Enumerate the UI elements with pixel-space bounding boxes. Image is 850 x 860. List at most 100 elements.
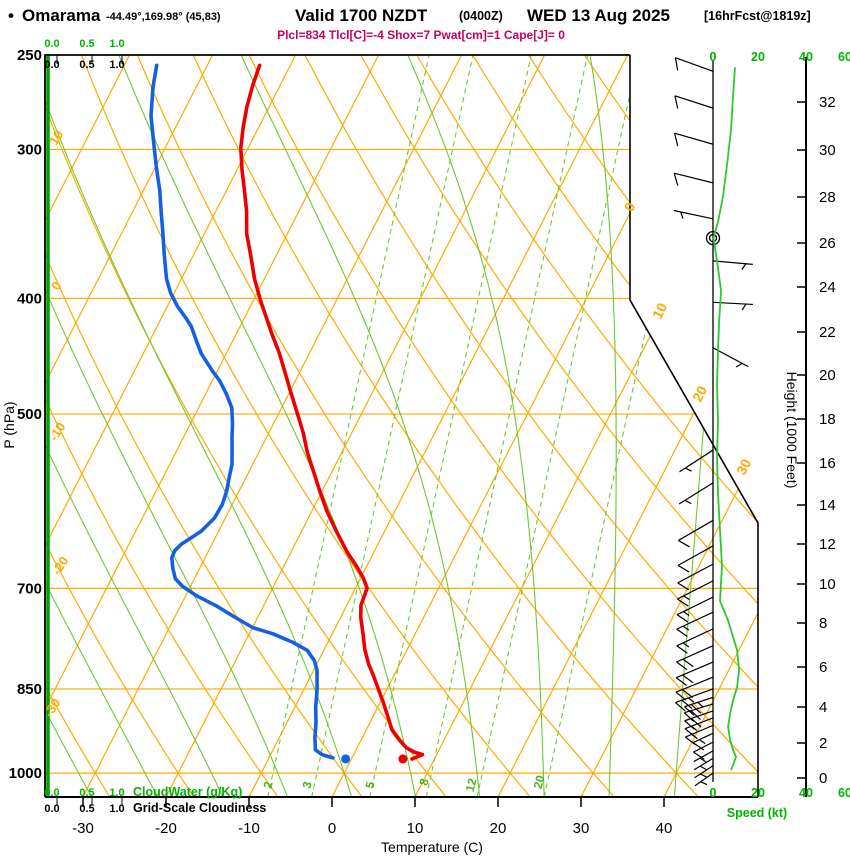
wind-barb-757 bbox=[676, 628, 714, 654]
moist-adiabat-8 bbox=[118, 55, 416, 797]
frame-top-left bbox=[44, 54, 630, 797]
pressure-axis-label: P (hPa) bbox=[1, 401, 17, 448]
pressure-tick-label-400: 400 bbox=[17, 290, 42, 307]
cloudiness-scale-top-0.0: 0.0 bbox=[44, 59, 59, 71]
wind-barb-807 bbox=[675, 661, 714, 686]
height-tick-label-28: 28 bbox=[819, 189, 836, 206]
wind-barb-half-feather bbox=[699, 757, 707, 763]
wind-barb-shaft bbox=[678, 519, 714, 541]
plot-frame bbox=[44, 54, 759, 798]
mixing-ratio-line-3 bbox=[311, 55, 474, 797]
wind-barb-feather bbox=[678, 539, 690, 548]
wind-barb-half-feather bbox=[683, 595, 690, 601]
dewpoint-curve bbox=[149, 63, 335, 760]
moist-adiabat-24 bbox=[407, 55, 545, 796]
wind-barb-shaft bbox=[684, 703, 714, 714]
wind-barb-shaft bbox=[675, 661, 714, 679]
dry-adiabat-60 bbox=[304, 55, 758, 797]
isotherm--60 bbox=[45, 55, 214, 797]
height-tick-label-10: 10 bbox=[819, 576, 836, 593]
wind-barb-614 bbox=[678, 519, 714, 548]
wind-barb-shaft bbox=[674, 132, 714, 145]
temp-tick-label-20: 20 bbox=[490, 820, 507, 837]
mixing-ratio-label-2: 2 bbox=[261, 780, 276, 790]
wind-barb-690 bbox=[677, 580, 714, 607]
wind-column bbox=[673, 57, 753, 787]
moist-adiabat--24 bbox=[45, 55, 158, 797]
wind-barb-feather bbox=[677, 582, 690, 591]
pressure-tick-label-250: 250 bbox=[17, 47, 42, 64]
adiabat-label-10: 10 bbox=[46, 128, 66, 148]
moist-adiabat--32 bbox=[45, 55, 92, 797]
wind-barb-733 bbox=[676, 611, 714, 638]
pressure-tick-label-850: 850 bbox=[17, 681, 42, 698]
speed-scale-top-40: 40 bbox=[799, 50, 813, 64]
frame-cut-boundary bbox=[629, 55, 759, 797]
wind-barb-shaft bbox=[675, 57, 714, 72]
temp-tick-label-40: 40 bbox=[656, 820, 673, 837]
wind-barb-feather bbox=[681, 699, 693, 710]
wind-barb-shaft bbox=[693, 750, 714, 763]
wind-barb-343 bbox=[673, 209, 714, 220]
mixing-ratio-line-8 bbox=[425, 55, 589, 797]
wind-barb-shaft bbox=[677, 580, 714, 600]
dry-adiabat-90 bbox=[472, 55, 758, 797]
isotherm--30 bbox=[82, 55, 463, 797]
height-tick-label-32: 32 bbox=[819, 94, 836, 111]
isotherm-0 bbox=[331, 55, 712, 797]
isotherm-20 bbox=[497, 55, 758, 797]
wind-barb-half-feather bbox=[680, 211, 684, 219]
station-bullet: • bbox=[8, 6, 14, 25]
mixing-ratio-label-3: 3 bbox=[300, 780, 315, 790]
calm-wind-circle bbox=[705, 230, 721, 246]
temperature-curve bbox=[239, 63, 425, 761]
mixing-ratio-label-8: 8 bbox=[417, 777, 432, 787]
wind-barb-277 bbox=[674, 95, 714, 109]
cloudiness-scale-bottom-0.5: 0.5 bbox=[79, 803, 94, 815]
wind-barb-shaft bbox=[684, 717, 714, 730]
wind-barb-shaft bbox=[693, 741, 714, 753]
wind-barb-372 bbox=[712, 260, 753, 270]
wind-barb-half-feather bbox=[699, 765, 707, 771]
wind-barb-782 bbox=[676, 645, 714, 671]
wind-barb-shaft bbox=[678, 482, 714, 505]
temp-tick-label-0: 0 bbox=[328, 820, 336, 837]
wind-barb-645 bbox=[677, 545, 714, 573]
dry-adiabat-70 bbox=[360, 55, 758, 797]
wind-barb-feather bbox=[676, 645, 688, 654]
wind-barb-320 bbox=[673, 172, 714, 186]
wind-barb-half-feather bbox=[697, 701, 704, 708]
height-tick-label-24: 24 bbox=[819, 279, 836, 296]
wind-barb-half-feather bbox=[685, 467, 692, 472]
height-tick-label-14: 14 bbox=[819, 497, 836, 514]
wind-barb-shaft bbox=[676, 596, 714, 616]
height-tick-label-6: 6 bbox=[819, 659, 827, 676]
isotherm--70 bbox=[45, 55, 131, 797]
wind-barb-feather bbox=[674, 57, 679, 71]
cloudwater-axis-label: CloudWater (g/Kg) bbox=[133, 785, 242, 799]
dry-adiabat-10 bbox=[45, 55, 446, 797]
speed-axis-label: Speed (kt) bbox=[727, 806, 787, 820]
height-tick-label-26: 26 bbox=[819, 235, 836, 252]
height-tick-label-22: 22 bbox=[819, 324, 836, 341]
mixing-ratio-label-20: 20 bbox=[531, 773, 548, 790]
surface-temperature-dot bbox=[398, 754, 408, 764]
height-tick-label-20: 20 bbox=[819, 367, 836, 384]
wind-barb-half-feather bbox=[688, 697, 695, 703]
surface-dewpoint-dot bbox=[341, 754, 351, 764]
wind-barb-feather bbox=[676, 614, 689, 623]
valid-zulu: (0400Z) bbox=[459, 9, 503, 23]
cloudiness-axis-label: Grid-Scale Cloudiness bbox=[133, 801, 266, 815]
wind-barb-feather bbox=[673, 133, 679, 146]
wind-barb-942 bbox=[693, 741, 714, 760]
wind-barb-shaft bbox=[692, 732, 714, 744]
wind-barb-shaft bbox=[712, 301, 753, 306]
dry-adiabat--10 bbox=[45, 55, 278, 797]
wind-barb-668 bbox=[677, 563, 714, 591]
wind-barb-403 bbox=[712, 301, 753, 311]
wind-barb-shaft bbox=[712, 260, 753, 265]
wind-barb-926 bbox=[692, 732, 714, 751]
wind-barb-feather bbox=[677, 598, 689, 607]
